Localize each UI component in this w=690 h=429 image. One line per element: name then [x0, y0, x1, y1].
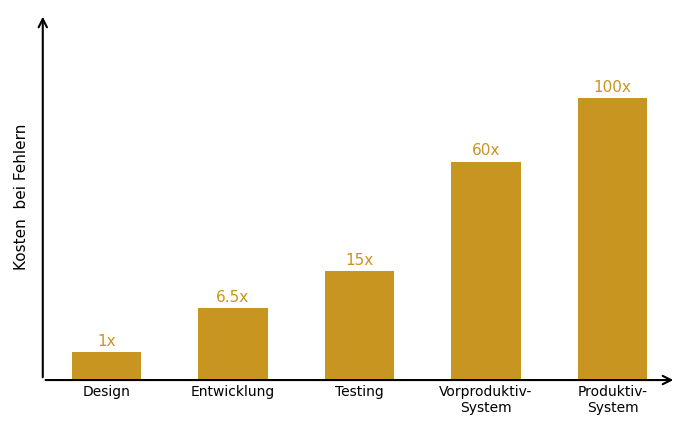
Y-axis label: Kosten  bei Fehlern: Kosten bei Fehlern [14, 124, 29, 270]
Bar [325, 271, 394, 380]
Bar [578, 98, 647, 380]
Text: 60x: 60x [472, 143, 500, 158]
Bar [198, 308, 268, 380]
Text: 100x: 100x [593, 80, 631, 95]
Text: 1x: 1x [97, 333, 116, 348]
Bar [72, 352, 141, 380]
Text: 6.5x: 6.5x [216, 290, 250, 305]
Text: 15x: 15x [345, 253, 373, 268]
Bar [451, 162, 521, 380]
